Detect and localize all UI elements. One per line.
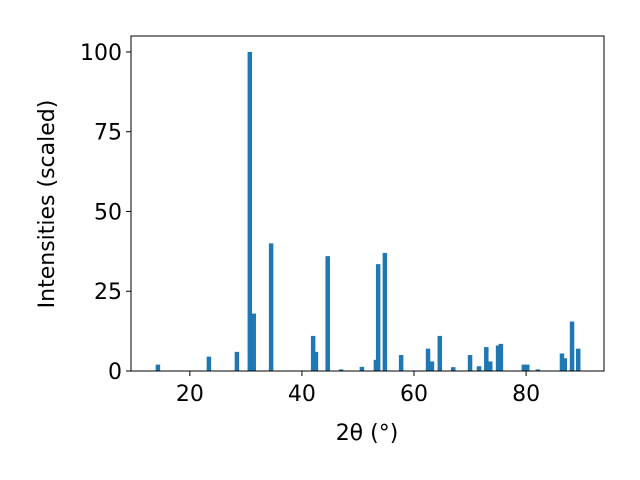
bar	[487, 361, 493, 371]
bar	[325, 256, 330, 371]
bar	[498, 343, 504, 371]
bar	[429, 361, 435, 371]
bar	[375, 264, 381, 371]
y-tick-label: 25	[94, 280, 122, 305]
bar	[437, 335, 443, 371]
bar	[521, 364, 527, 371]
bar	[425, 348, 431, 371]
bar	[234, 351, 240, 371]
bar	[247, 51, 253, 371]
y-tick-label: 100	[80, 41, 122, 66]
y-axis-label: Intensities (scaled)	[35, 100, 60, 309]
bar	[451, 367, 456, 371]
bar	[524, 364, 530, 371]
bar	[484, 347, 489, 371]
x-tick-label: 20	[176, 382, 204, 407]
y-tick-label: 0	[108, 360, 122, 385]
bar	[338, 369, 344, 371]
bar	[398, 355, 404, 371]
bar	[495, 345, 501, 371]
bar	[268, 243, 274, 371]
bar	[206, 356, 212, 371]
bar	[359, 366, 365, 371]
bar	[562, 358, 568, 371]
y-tick-label: 50	[94, 200, 122, 225]
bar	[575, 348, 581, 371]
bar	[155, 364, 161, 371]
bar	[569, 321, 575, 371]
bar	[382, 252, 388, 371]
x-tick-label: 60	[400, 382, 428, 407]
bar	[251, 313, 256, 371]
y-tick-label: 75	[94, 121, 122, 146]
bar	[559, 353, 565, 371]
plot-frame	[130, 35, 605, 372]
x-tick-label: 80	[512, 382, 540, 407]
bar	[310, 335, 316, 371]
x-tick-label: 40	[288, 382, 316, 407]
bar	[535, 369, 541, 371]
bar	[476, 366, 482, 371]
bar	[313, 351, 319, 371]
bar	[467, 355, 473, 371]
x-axis-label: 2θ (°)	[336, 421, 399, 446]
